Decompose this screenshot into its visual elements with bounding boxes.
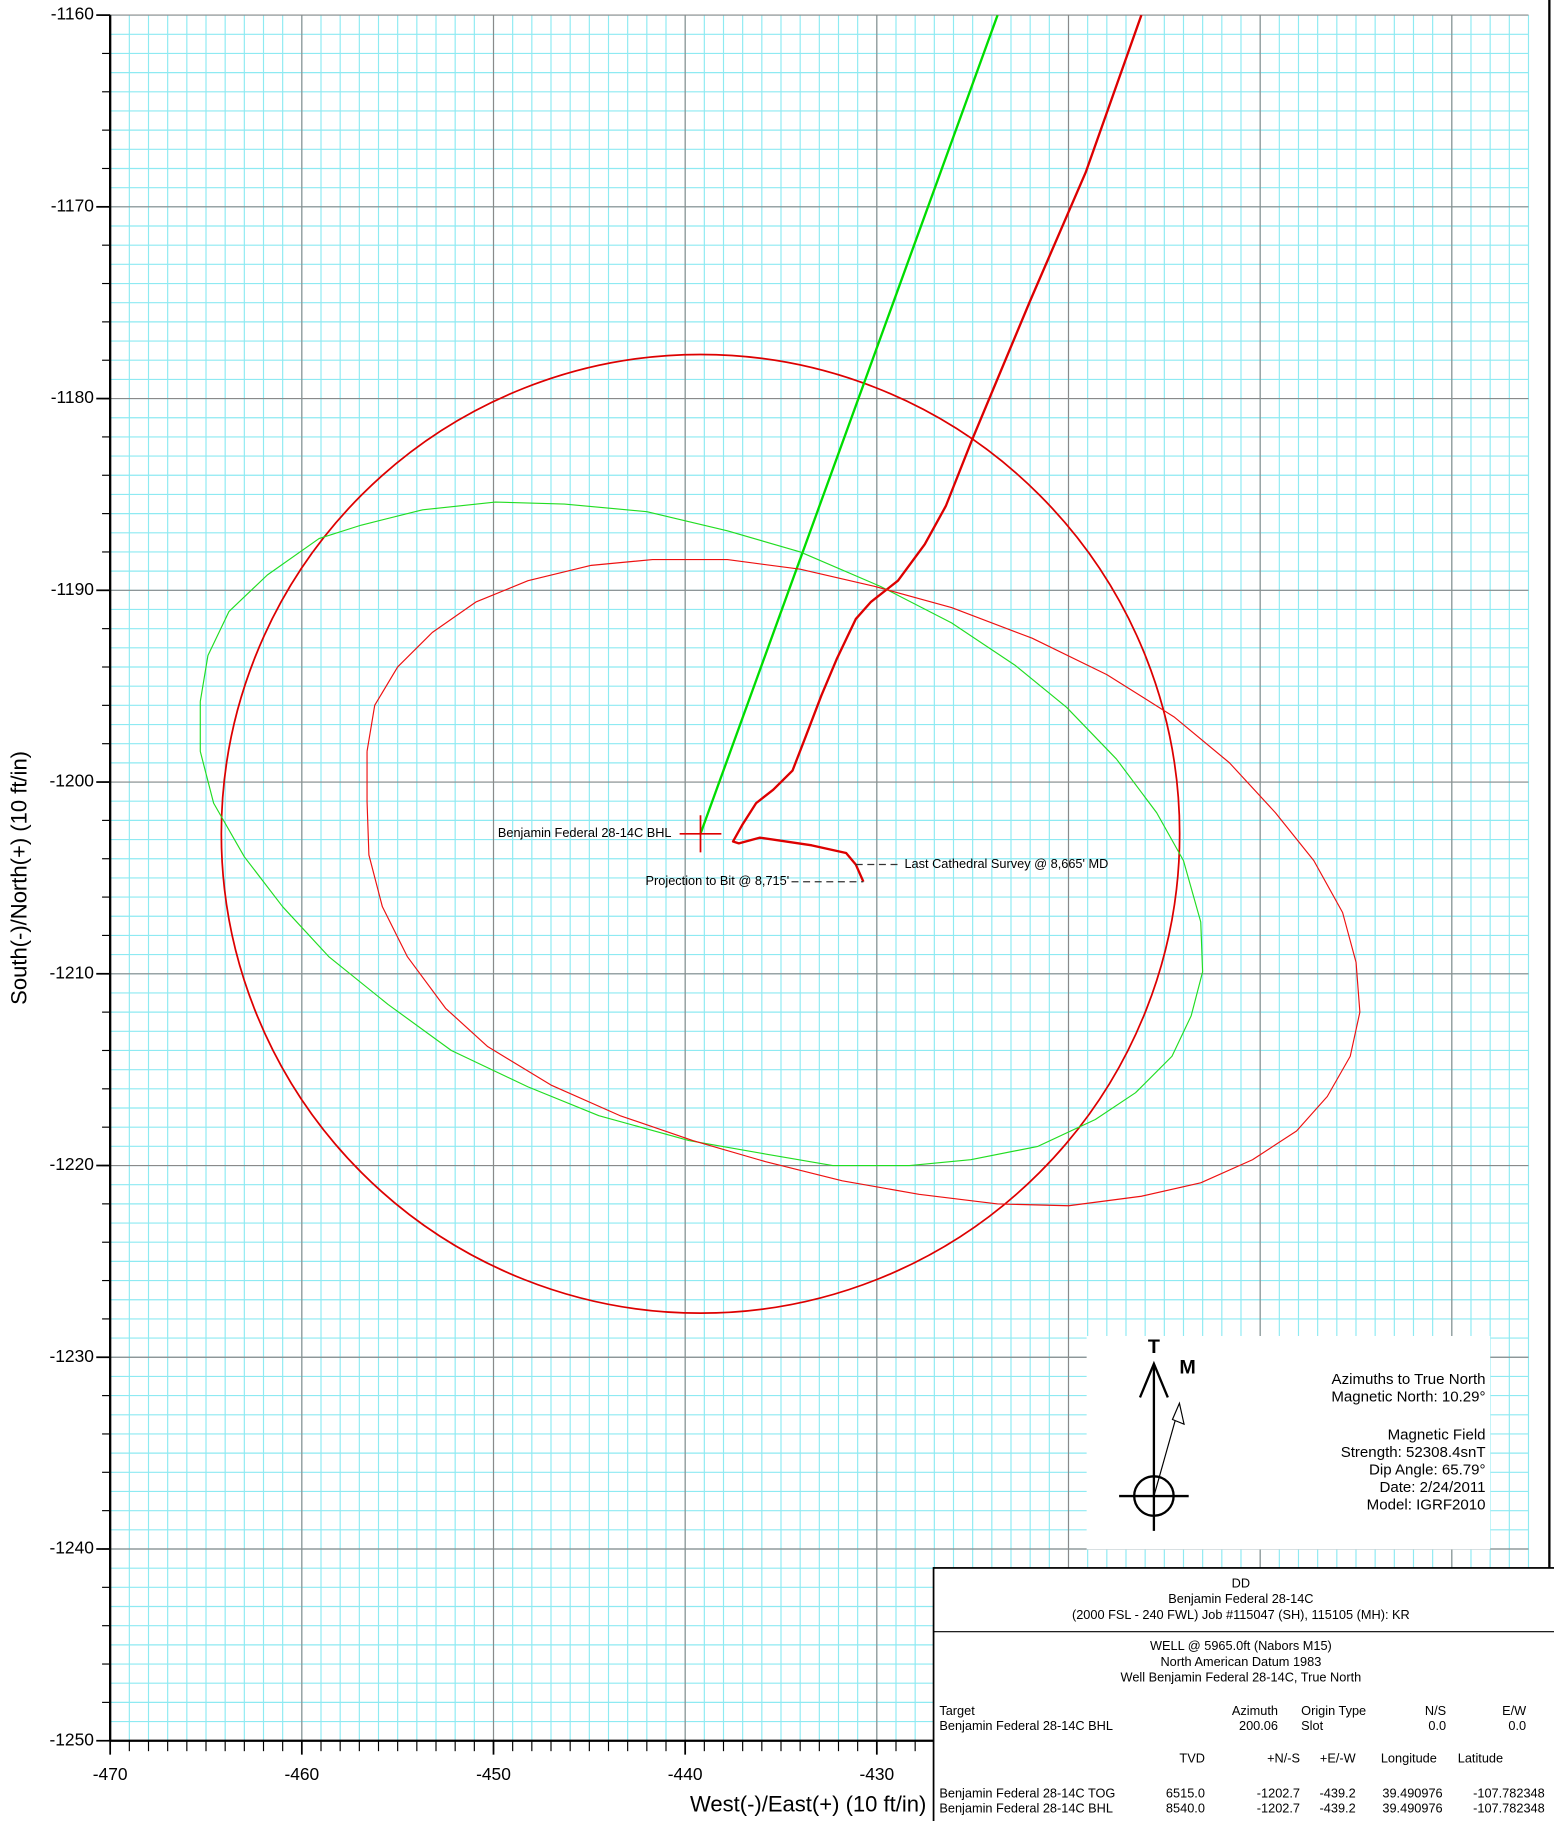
table-cell: Benjamin Federal 28-14C BHL: [939, 1801, 1113, 1816]
field-text: Model: IGRF2010: [1367, 1496, 1486, 1513]
survey-label: Last Cathedral Survey @ 8,665' MD: [904, 856, 1108, 871]
info-well: WELL @ 5965.0ft (Nabors M15): [1150, 1638, 1332, 1653]
table-cell: -1202.7: [1257, 1785, 1300, 1800]
table-cell: 0.0: [1508, 1718, 1526, 1733]
y-tick-label: -1160: [51, 4, 94, 24]
table-cell: 39.490976: [1382, 1801, 1442, 1816]
series-line: [366, 558, 1361, 1207]
true-label: T: [1148, 1336, 1160, 1358]
table-cell: 200.06: [1239, 1718, 1278, 1733]
table-cell: -439.2: [1320, 1785, 1356, 1800]
table-header: E/W: [1502, 1703, 1526, 1718]
y-tick-label: -1180: [51, 387, 94, 407]
bit-label: Projection to Bit @ 8,715': [646, 873, 790, 888]
x-tick-label: -440: [668, 1764, 703, 1784]
table-header: N/S: [1425, 1703, 1446, 1718]
true-north-head: [1138, 1360, 1169, 1398]
y-tick-label: -1210: [49, 962, 93, 982]
y-tick-label: -1170: [51, 195, 94, 215]
table-cell: 39.490976: [1382, 1785, 1442, 1800]
x-tick-label: -450: [476, 1764, 511, 1784]
table-header: Longitude: [1381, 1751, 1437, 1766]
table-cell: 6515.0: [1166, 1785, 1205, 1800]
table-cell: -107.782348: [1473, 1801, 1545, 1816]
table-header: Origin Type: [1301, 1703, 1366, 1718]
field-text: Strength: 52308.4snT: [1341, 1444, 1486, 1461]
series-line: [731, 15, 1143, 883]
y-tick-label: -1230: [49, 1346, 93, 1366]
target-circle: [220, 353, 1181, 1315]
table-header: TVD: [1179, 1751, 1205, 1766]
table-header: Target: [939, 1703, 975, 1718]
table-cell: Benjamin Federal 28-14C BHL: [939, 1718, 1113, 1733]
table-cell: -1202.7: [1257, 1801, 1300, 1816]
table-cell: 8540.0: [1166, 1801, 1205, 1816]
table-cell: -439.2: [1320, 1801, 1356, 1816]
y-axis-title: South(-)/North(+) (10 ft/in): [7, 751, 32, 1005]
x-tick-label: -470: [93, 1764, 128, 1784]
y-tick-label: -1240: [49, 1538, 93, 1558]
table-cell: Slot: [1301, 1718, 1323, 1733]
table-header: +E/-W: [1320, 1751, 1356, 1766]
info-header: (2000 FSL - 240 FWL) Job #115047 (SH), 1…: [1072, 1607, 1410, 1622]
table-cell: 0.0: [1428, 1718, 1446, 1733]
info-header: DD: [1232, 1576, 1250, 1591]
info-well: Well Benjamin Federal 28-14C, True North: [1121, 1669, 1362, 1684]
annotations: Benjamin Federal 28-14C BHL Last Cathedra…: [498, 815, 1108, 888]
table-cell: -107.782348: [1473, 1785, 1545, 1800]
target-label: Benjamin Federal 28-14C BHL: [498, 825, 672, 840]
y-tick-label: -1220: [49, 1154, 93, 1174]
x-tick-label: -460: [284, 1764, 319, 1784]
info-well: North American Datum 1983: [1160, 1654, 1321, 1669]
compass-text: Azimuths to True North: [1332, 1371, 1486, 1388]
table-cell: Benjamin Federal 28-14C TOG: [939, 1785, 1115, 1800]
y-tick-label: -1190: [51, 579, 94, 599]
table-header: Latitude: [1458, 1751, 1503, 1766]
magnetic-label: M: [1179, 1357, 1195, 1379]
y-tick-label: -1250: [49, 1729, 93, 1749]
field-text: Magnetic Field: [1388, 1427, 1486, 1444]
table-header: +N/-S: [1267, 1751, 1300, 1766]
series-line: [199, 501, 1204, 1167]
info-header: Benjamin Federal 28-14C: [1168, 1591, 1313, 1606]
x-axis-title: West(-)/East(+) (10 ft/in): [690, 1791, 926, 1816]
magnetic-head: [1171, 1401, 1185, 1426]
plot-data: [199, 15, 1361, 1315]
field-text: Date: 2/24/2011: [1379, 1479, 1485, 1496]
table-header: Azimuth: [1232, 1703, 1278, 1718]
compass-text: Magnetic North: 10.29°: [1331, 1388, 1485, 1405]
series-line: [699, 15, 999, 835]
y-tick-label: -1200: [49, 771, 93, 791]
info-frame: [932, 1567, 1554, 1821]
field-text: Dip Angle: 65.79°: [1369, 1462, 1486, 1479]
x-tick-label: -430: [859, 1764, 894, 1784]
